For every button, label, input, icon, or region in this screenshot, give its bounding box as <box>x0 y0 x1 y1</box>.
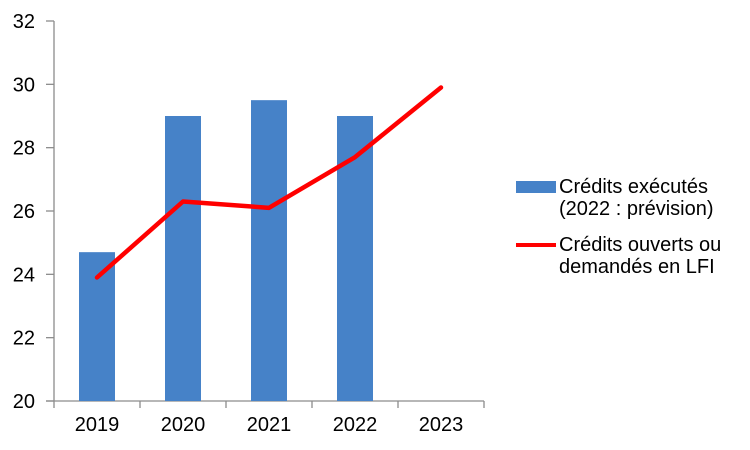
y-tick-label-22: 22 <box>13 328 35 350</box>
bar-2020 <box>165 116 201 401</box>
line-credits-ouverts <box>94 85 444 280</box>
bar-2019 <box>79 252 115 401</box>
legend-label-credits-executes: Crédits exécutés (2022 : prévision) <box>559 176 714 220</box>
legend: Crédits exécutés (2022 : prévision) Créd… <box>516 176 742 278</box>
legend-bar-swatch-icon <box>516 181 556 193</box>
y-tick-label-28: 28 <box>13 138 35 160</box>
y-tick-label-24: 24 <box>13 264 35 286</box>
bar-2021 <box>251 100 287 402</box>
y-tick-label-26: 26 <box>13 201 35 223</box>
y-tick-label-30: 30 <box>13 74 35 96</box>
x-tick-label-2019: 2019 <box>75 414 120 436</box>
x-tick-label-2022: 2022 <box>333 414 378 436</box>
legend-entry-credits-ouverts: Crédits ouverts ou demandés en LFI <box>516 234 742 278</box>
y-tick-label-32: 32 <box>13 11 35 33</box>
legend-label-credits-ouverts: Crédits ouverts ou demandés en LFI <box>559 234 722 278</box>
y-tick-label-20: 20 <box>13 391 35 413</box>
x-tick-label-2020: 2020 <box>161 414 206 436</box>
legend-entry-credits-executes: Crédits exécutés (2022 : prévision) <box>516 176 742 220</box>
legend-line-swatch-icon <box>516 243 556 247</box>
x-tick-label-2023: 2023 <box>419 414 464 436</box>
x-tick-label-2021: 2021 <box>247 414 292 436</box>
